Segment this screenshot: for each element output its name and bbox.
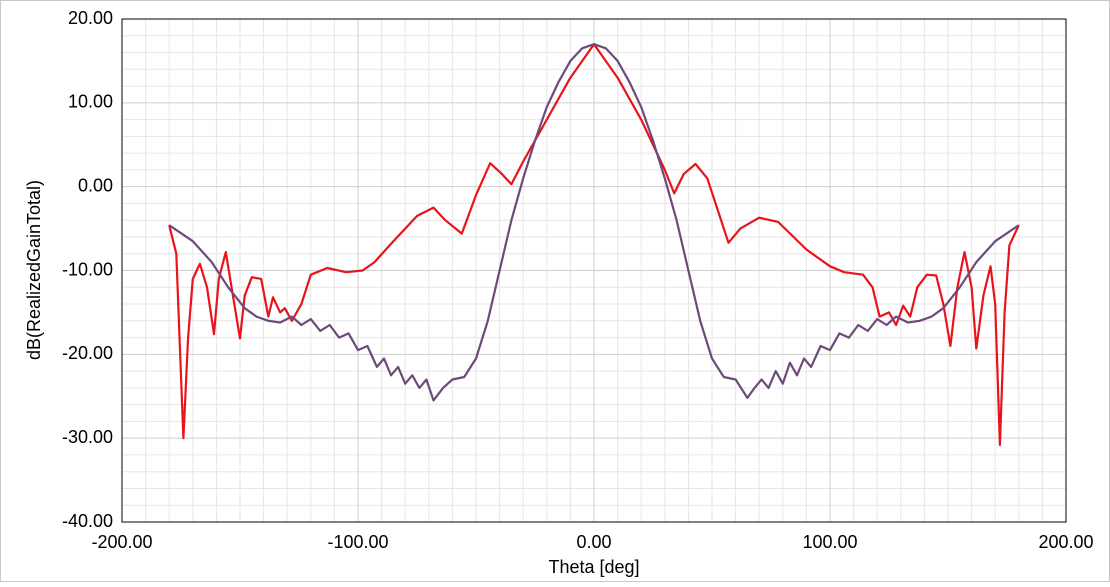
x-tick-label: 0.00 <box>576 532 611 552</box>
x-tick-label: -200.00 <box>91 532 152 552</box>
y-tick-label: 10.00 <box>68 92 113 112</box>
x-tick-label: 100.00 <box>802 532 857 552</box>
y-tick-label: -10.00 <box>62 259 113 279</box>
y-axis-title: dB(RealizedGainTotal) <box>24 180 44 360</box>
y-tick-label: -30.00 <box>62 427 113 447</box>
y-tick-label: -20.00 <box>62 343 113 363</box>
y-tick-label: 20.00 <box>68 8 113 28</box>
y-tick-label: -40.00 <box>62 511 113 531</box>
plot-frame <box>121 18 1067 523</box>
series-line <box>168 43 1020 402</box>
x-tick-label: 200.00 <box>1038 532 1093 552</box>
series-line <box>168 43 1020 446</box>
x-tick-label: -100.00 <box>327 532 388 552</box>
y-tick-label: 0.00 <box>78 175 113 195</box>
x-axis-title: Theta [deg] <box>548 557 639 577</box>
